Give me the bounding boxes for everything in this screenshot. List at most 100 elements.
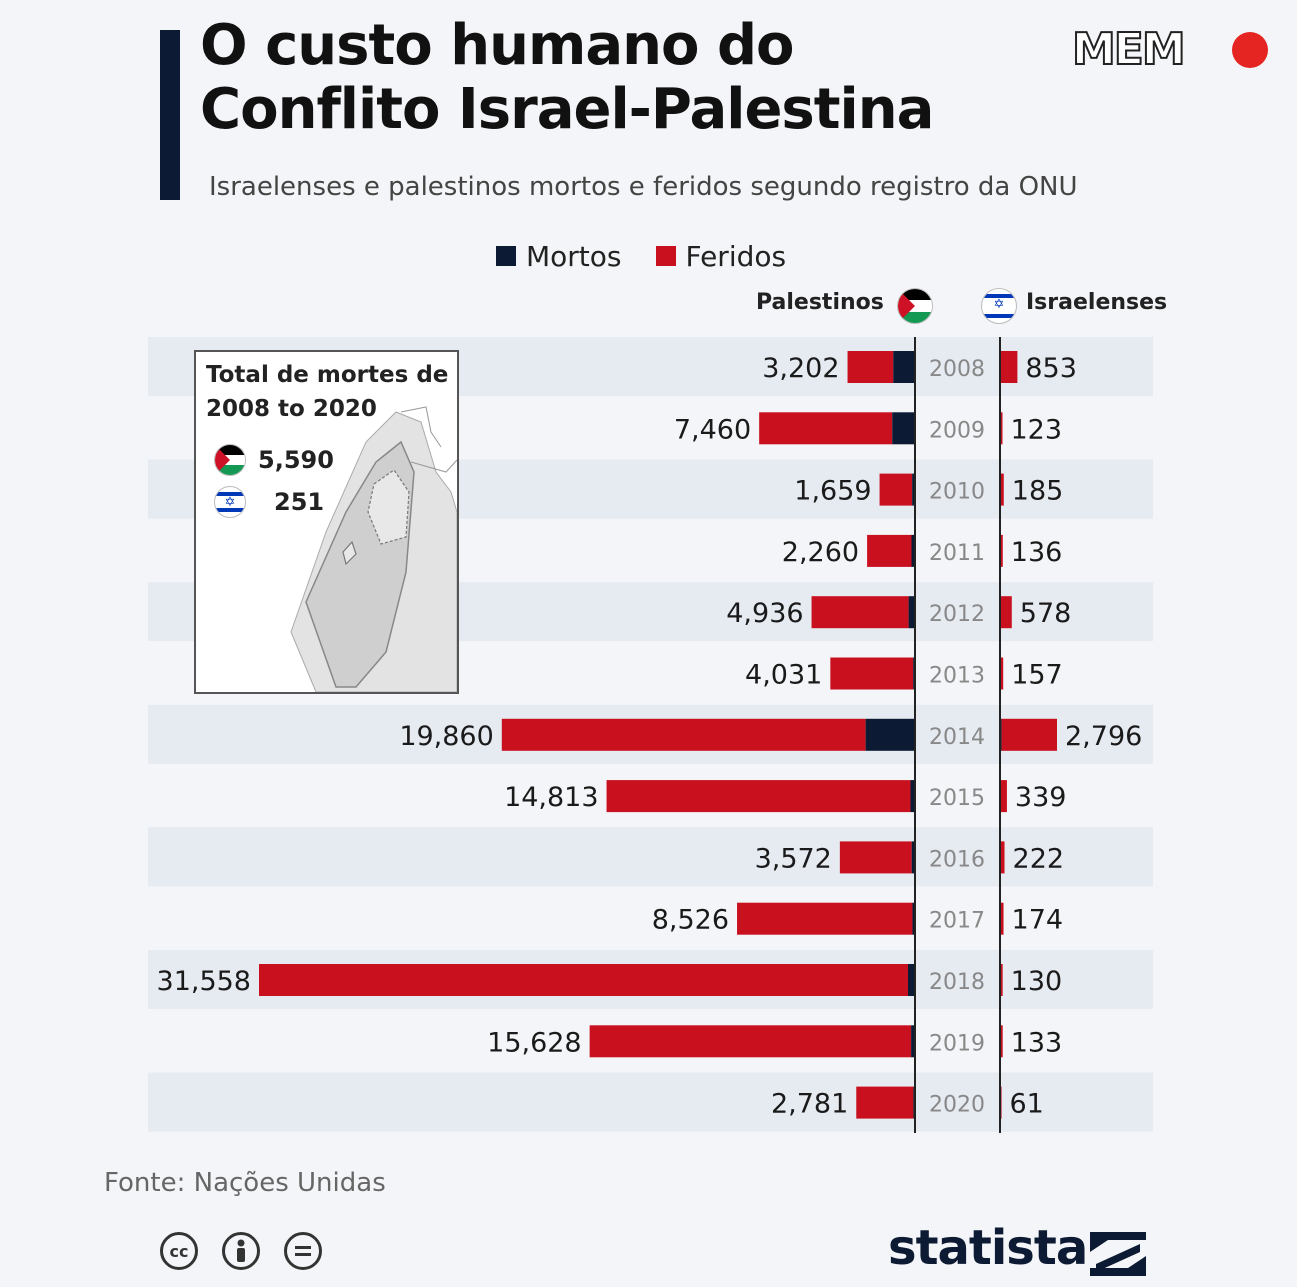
title-line-1: O custo humano do	[200, 13, 795, 78]
label-israelis-total: 222	[1013, 843, 1065, 874]
bar-palestinians-killed	[910, 780, 914, 813]
label-palestinians-total: 15,628	[487, 1027, 581, 1058]
memo-logo: MEM	[1071, 23, 1272, 76]
label-year: 2014	[929, 725, 985, 750]
israel-flag-icon: ✡	[214, 486, 246, 518]
bar-israelis-injured	[1000, 351, 1018, 383]
inset-israeli-total: 251	[274, 488, 325, 516]
bar-israelis-injured	[1000, 596, 1012, 629]
bar-palestinians-killed	[911, 534, 914, 567]
cc-icon: cc	[160, 1232, 198, 1270]
label-year: 2013	[929, 664, 985, 689]
label-israelis-total: 130	[1011, 966, 1063, 997]
inset-palestinian-total: 5,590	[258, 446, 334, 474]
bar-palestinians-killed	[913, 1086, 914, 1119]
statista-brand: statista	[888, 1220, 1088, 1276]
inset-row-israelis: ✡ 251	[214, 486, 324, 518]
label-year: 2011	[929, 541, 985, 566]
bar-palestinians-injured	[856, 1086, 914, 1119]
title-accent-bar	[160, 30, 180, 200]
israel-palestine-map	[290, 406, 457, 692]
legend-item-mortos: Mortos	[496, 240, 622, 273]
bar-palestinians-killed	[911, 1025, 914, 1058]
label-israelis-total: 578	[1020, 598, 1072, 629]
memo-logo-dot	[1232, 32, 1268, 68]
inset-title: Total de mortes de 2008 to 2020	[206, 358, 448, 426]
bar-palestinians-killed	[865, 718, 914, 751]
label-palestinians-total: 7,460	[674, 414, 751, 445]
label-palestinians-total: 2,781	[771, 1089, 848, 1120]
legend-swatch-feridos	[655, 246, 676, 266]
label-israelis-total: 157	[1011, 660, 1063, 691]
no-derivatives-icon	[284, 1232, 322, 1270]
inset-title-line-1: Total de mortes de	[206, 362, 449, 388]
legend-item-feridos: Feridos	[655, 239, 787, 273]
legend-label-mortos: Mortos	[526, 239, 622, 273]
bar-palestinians-injured	[606, 780, 911, 813]
statista-logo-icon	[1090, 1232, 1146, 1276]
bar-palestinians-injured	[501, 718, 866, 751]
label-year: 2009	[929, 418, 985, 443]
legend-swatch-mortos	[496, 246, 516, 266]
bar-palestinians-killed	[912, 473, 914, 506]
bar-palestinians-injured	[759, 412, 893, 445]
bar-palestinians-injured	[737, 902, 913, 935]
israel-flag-icon: ✡	[981, 288, 1017, 324]
label-year: 2012	[929, 602, 985, 627]
label-year: 2008	[929, 357, 985, 382]
label-year: 2019	[929, 1031, 985, 1056]
subtitle: Israelenses e palestinos mortos e ferido…	[209, 172, 1078, 202]
bar-palestinians-injured	[589, 1025, 912, 1058]
bar-israelis-injured	[1000, 534, 1003, 567]
bar-israelis-injured	[1001, 718, 1057, 751]
label-palestinians-total: 14,813	[504, 782, 598, 813]
bar-israelis-injured	[1000, 964, 1003, 996]
bar-palestinians-killed	[893, 351, 914, 383]
label-palestinians-total: 2,260	[782, 537, 859, 568]
bar-palestinians-killed	[913, 657, 914, 690]
bar-israelis-injured	[1000, 1025, 1003, 1058]
label-palestinians-total: 3,572	[755, 843, 832, 874]
bar-palestinians-killed	[912, 902, 914, 935]
label-palestinians-total: 1,659	[794, 476, 871, 507]
column-header-palestinos: Palestinos	[756, 290, 884, 315]
label-israelis-total: 123	[1011, 414, 1063, 445]
row-stripe	[148, 1072, 1153, 1132]
label-palestinians-total: 31,558	[157, 966, 251, 997]
label-israelis-total: 185	[1012, 476, 1064, 507]
bar-palestinians-injured	[847, 351, 894, 383]
label-israelis-total: 174	[1012, 905, 1064, 936]
label-israelis-total: 2,796	[1065, 721, 1142, 752]
bar-israelis-injured	[1000, 657, 1004, 690]
label-israelis-total: 853	[1025, 353, 1077, 384]
bar-palestinians-injured	[867, 534, 912, 567]
bar-palestinians-killed	[911, 841, 914, 874]
bar-israelis-injured	[1000, 780, 1007, 813]
palestine-flag-icon	[214, 444, 246, 476]
legend: Mortos Feridos	[496, 236, 820, 276]
bar-palestinians-injured	[830, 657, 914, 690]
bar-palestinians-killed	[908, 596, 914, 629]
page-title: O custo humano do Conflito Israel-Palest…	[200, 13, 934, 142]
label-palestinians-total: 3,202	[762, 353, 839, 384]
label-year: 2010	[929, 480, 985, 505]
inset-total-deaths: Total de mortes de 2008 to 2020 5,590 ✡ …	[194, 350, 459, 694]
bar-israelis-injured	[1000, 473, 1004, 506]
inset-title-line-2: 2008 to 2020	[206, 396, 377, 422]
bar-israelis-injured	[1000, 841, 1005, 874]
bar-palestinians-killed	[907, 964, 914, 996]
label-year: 2016	[929, 847, 985, 872]
bar-palestinians-killed	[892, 412, 914, 445]
inset-row-palestinians: 5,590	[214, 444, 334, 476]
bar-israelis-injured	[1000, 902, 1004, 935]
label-israelis-total: 133	[1011, 1027, 1063, 1058]
memo-logo-text: MEM	[1071, 23, 1187, 76]
label-israelis-total: 339	[1015, 782, 1067, 813]
bar-palestinians-injured	[839, 841, 912, 874]
label-israelis-total: 61	[1010, 1089, 1044, 1120]
label-palestinians-total: 8,526	[652, 905, 729, 936]
row-stripe	[148, 827, 1153, 887]
label-palestinians-total: 19,860	[399, 721, 493, 752]
legend-label-feridos: Feridos	[685, 239, 787, 273]
label-year: 2015	[929, 786, 985, 811]
